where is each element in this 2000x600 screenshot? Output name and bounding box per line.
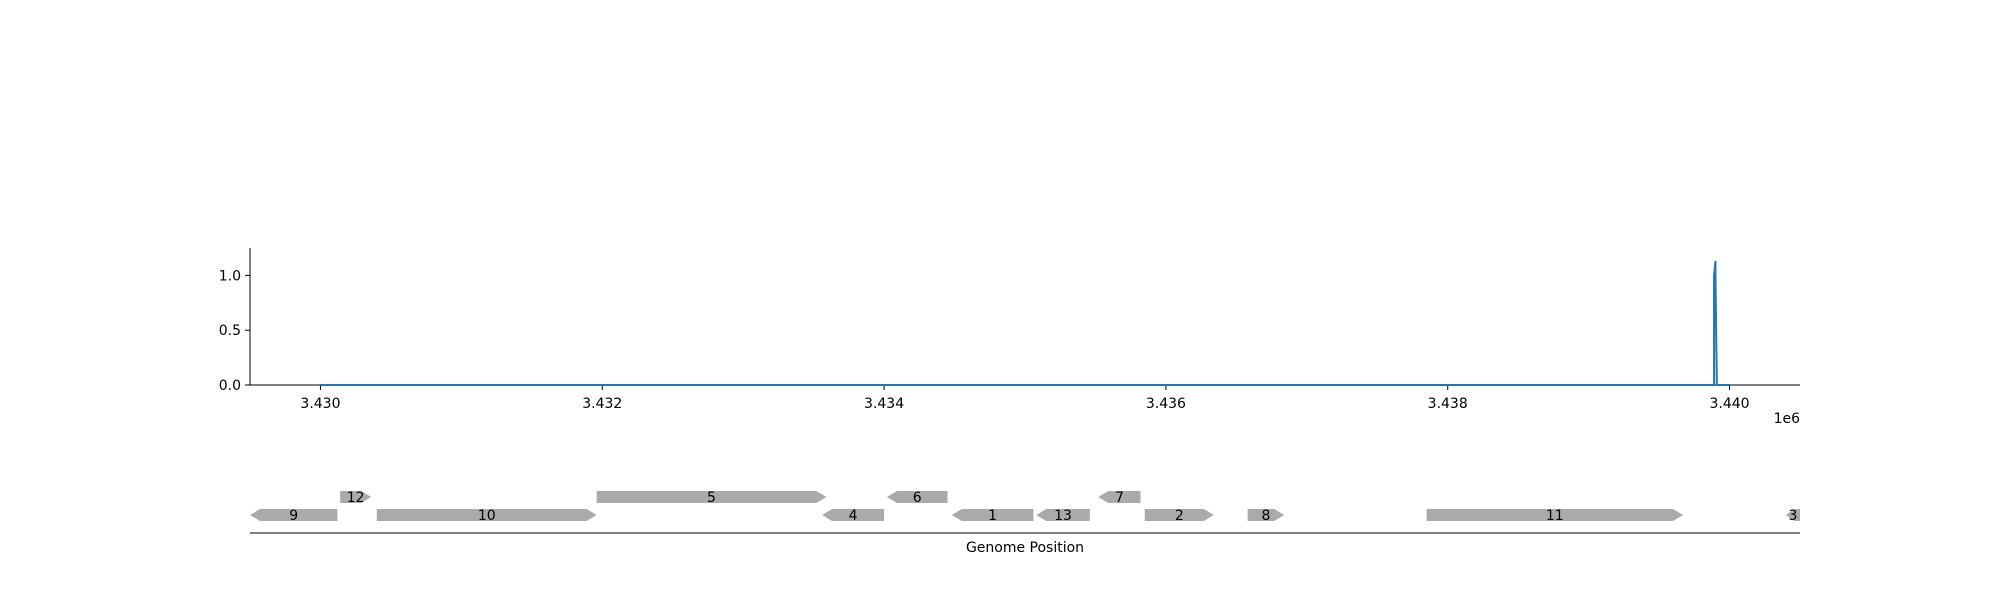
x-tick-label: 3.440 (1709, 396, 1749, 412)
gene-arrow (1098, 491, 1141, 503)
gene-arrow (1785, 509, 1800, 521)
gene-arrow (340, 491, 372, 503)
gene-arrow (822, 509, 885, 521)
gene-arrow (951, 509, 1034, 521)
x-tick-label: 3.432 (582, 396, 622, 412)
gene-arrow (886, 491, 948, 503)
gene-arrow (1144, 509, 1214, 521)
gene-label: 1 (988, 508, 997, 524)
gene-label: 2 (1175, 508, 1184, 524)
gene-label: 12 (347, 490, 365, 506)
y-tick-label: 0.5 (219, 323, 241, 339)
gene-label: 5 (707, 490, 716, 506)
x-axis-title: Genome Position (966, 540, 1084, 556)
gene-arrow (1036, 509, 1090, 521)
gene-arrow (596, 491, 827, 503)
x-tick-label: 3.438 (1428, 396, 1468, 412)
gene-label: 7 (1115, 490, 1124, 506)
gene-label: 13 (1054, 508, 1072, 524)
x-offset-label: 1e6 (1774, 411, 1801, 427)
x-tick-label: 3.434 (864, 396, 904, 412)
gene-arrow (376, 509, 597, 521)
y-tick-label: 1.0 (219, 268, 241, 284)
y-tick-label: 0.0 (219, 378, 241, 394)
gene-label: 9 (289, 508, 298, 524)
gene-label: 8 (1261, 508, 1270, 524)
gene-label: 10 (478, 508, 496, 524)
x-tick-label: 3.436 (1146, 396, 1186, 412)
signal-axes: 0.0 0.5 1.0 3.430 3.432 3.434 3.436 3.438 3.440 1… (219, 248, 1800, 427)
gene-arrow (1426, 509, 1684, 521)
signal-series-line (320, 261, 1730, 386)
gene-arrow (1247, 509, 1285, 521)
gene-arrow (250, 509, 338, 521)
x-tick-label: 3.430 (300, 396, 340, 412)
gene-label: 11 (1546, 508, 1564, 524)
gene-label: 6 (913, 490, 922, 506)
gene-label: 3 (1788, 508, 1797, 524)
gene-label: 4 (849, 508, 858, 524)
